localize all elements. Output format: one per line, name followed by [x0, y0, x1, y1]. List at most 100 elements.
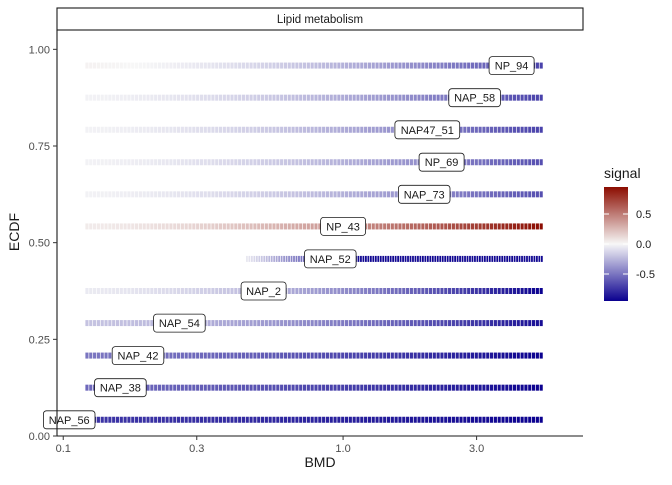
series-tile [493, 384, 497, 391]
series-tile [490, 126, 494, 133]
series-tile [234, 62, 238, 69]
series-tile [226, 94, 230, 101]
series-label: NAP_73 [397, 184, 451, 204]
series-tile [474, 191, 478, 198]
series-tile [169, 94, 173, 101]
series-tile [467, 159, 471, 166]
series-tile [241, 126, 246, 133]
legend-tick-label: 0.5 [636, 209, 651, 221]
series-tile [230, 352, 234, 359]
series-tile [234, 126, 238, 133]
series-tile [199, 416, 204, 423]
series-tile [360, 159, 364, 166]
series-tile [455, 416, 459, 423]
series-tile [441, 255, 444, 262]
series-tile [238, 94, 242, 101]
series-tile [226, 62, 230, 69]
series-tile [406, 352, 410, 359]
series-tile [276, 62, 280, 69]
series-tile [394, 288, 398, 294]
series-tile [532, 223, 536, 230]
series-tile [490, 191, 494, 198]
series-tile [344, 416, 349, 423]
series-tile [360, 384, 364, 391]
series-tile [260, 159, 265, 166]
series-tile [417, 320, 421, 327]
series-tile [306, 223, 310, 230]
series-tile [535, 62, 539, 69]
series-tile [188, 94, 192, 101]
series-tile [302, 126, 307, 133]
series-tile [314, 416, 318, 423]
series-tile [280, 126, 284, 133]
series-tile [528, 191, 532, 198]
series-tile [249, 320, 253, 327]
series-tile [127, 94, 131, 101]
series-tile [417, 416, 421, 423]
series-tile [249, 384, 253, 391]
series-tile [493, 320, 497, 327]
series-tile [89, 352, 93, 359]
series-label-text: NAP_58 [454, 93, 495, 105]
series-tile [253, 94, 257, 101]
series-tile [241, 320, 246, 327]
series-tile [230, 288, 234, 294]
series-tile [501, 384, 505, 391]
series-tile [177, 191, 181, 198]
series-tile [518, 255, 521, 262]
series-tile [119, 94, 123, 101]
series-tile [482, 223, 486, 230]
series-tile [505, 159, 509, 166]
series-tile [386, 384, 391, 391]
series-tile [512, 159, 517, 166]
series-tile [531, 255, 533, 262]
series-tile [390, 416, 394, 423]
series-tile [260, 416, 265, 423]
series-tile [425, 288, 429, 294]
series-tile [344, 352, 349, 359]
series-tile [486, 255, 489, 262]
series-tile [459, 62, 463, 69]
series-tile [482, 416, 486, 423]
series-tile [352, 352, 356, 359]
series-tile [390, 223, 394, 230]
series-tile [295, 159, 299, 166]
series-tile [481, 255, 484, 262]
series-tile [532, 191, 536, 198]
series-tile [386, 191, 391, 198]
series-tile [444, 255, 447, 262]
series-tile [96, 223, 100, 230]
series-tile [234, 416, 238, 423]
series-tile [253, 255, 256, 262]
series-tile [230, 384, 234, 391]
series-tile [325, 320, 329, 327]
series-tile [283, 255, 285, 262]
y-tick-label: 1.00 [29, 44, 50, 56]
series-tile [425, 384, 429, 391]
series-tile [199, 94, 204, 101]
series-tile [199, 288, 204, 294]
series-tile [459, 126, 463, 133]
series-tile [402, 223, 406, 230]
series-tile [241, 416, 246, 423]
series-tile [230, 94, 234, 101]
series-tile [352, 384, 356, 391]
series-tile [184, 94, 188, 101]
series-tile [249, 94, 253, 101]
series-tile [490, 384, 494, 391]
series-tile [188, 416, 192, 423]
series-tile [165, 191, 169, 198]
series-tile [463, 62, 467, 69]
series-tile [497, 126, 501, 133]
series-tile [264, 126, 268, 133]
series-tile [337, 416, 341, 423]
series-tile [436, 94, 440, 101]
series-tile [454, 255, 456, 262]
series-tile [165, 62, 169, 69]
series-tile [104, 62, 108, 69]
series-tile [89, 384, 93, 391]
series-tile [238, 159, 242, 166]
series-tile [348, 94, 352, 101]
series-tile [476, 255, 479, 262]
series-tile [379, 62, 383, 69]
